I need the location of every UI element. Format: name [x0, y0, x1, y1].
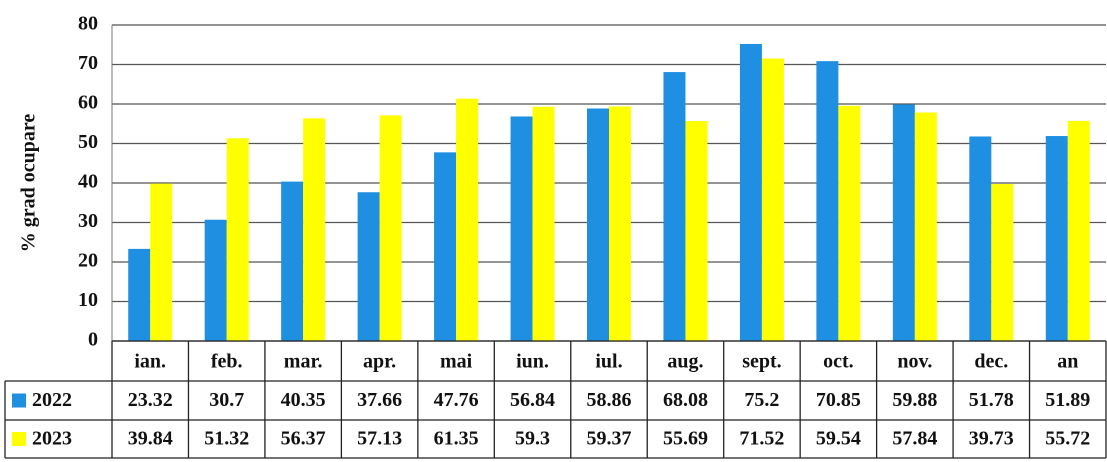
table-value: 55.72: [1045, 428, 1090, 450]
bar: [969, 136, 992, 341]
table-value: 59.37: [587, 428, 632, 450]
bar: [281, 181, 304, 341]
y-tick-label: 80: [78, 13, 98, 35]
legend-swatch: [12, 393, 26, 408]
x-tick-label: aug.: [667, 351, 703, 373]
table-value: 56.84: [510, 389, 555, 411]
table-value: 59.88: [892, 389, 937, 411]
legend-label: 2023: [32, 428, 72, 450]
table-value: 51.78: [969, 389, 1014, 411]
y-tick-label: 20: [78, 250, 98, 272]
table-value: 59.3: [515, 428, 550, 450]
bar: [379, 115, 402, 341]
bar: [1067, 120, 1090, 341]
x-tick-label: mai: [440, 351, 473, 373]
y-tick-label: 10: [78, 289, 98, 311]
table-value: 51.89: [1045, 389, 1090, 411]
bar: [510, 116, 533, 342]
bar: [204, 219, 227, 341]
bar: [150, 183, 173, 341]
table-value: 47.76: [434, 389, 479, 411]
bar: [739, 43, 762, 342]
bar: [663, 72, 686, 342]
legend-swatch: [12, 432, 26, 446]
table-value: 57.13: [357, 428, 402, 450]
table-value: 37.66: [357, 389, 402, 411]
y-tick-label: 60: [78, 92, 98, 114]
x-tick-label: oct.: [823, 351, 854, 373]
bar: [303, 118, 326, 341]
x-tick-label: iul.: [595, 351, 622, 373]
x-tick-label: apr.: [363, 351, 396, 373]
x-tick-label: feb.: [211, 351, 243, 373]
y-tick-label: 50: [78, 131, 98, 153]
bar: [914, 112, 937, 341]
table-value: 55.69: [663, 428, 708, 450]
table-value: 39.73: [969, 428, 1014, 450]
x-tick-label: mar.: [284, 351, 323, 373]
legend-label: 2022: [32, 389, 72, 411]
table-value: 68.08: [663, 389, 708, 411]
table-value: 39.84: [128, 428, 173, 450]
bar: [532, 106, 555, 341]
bar: [128, 248, 151, 341]
bar: [892, 104, 915, 341]
x-tick-label: dec.: [974, 351, 1008, 373]
bar: [685, 121, 708, 341]
y-tick-label: 0: [88, 329, 98, 351]
table-value: 75.2: [744, 389, 779, 411]
y-axis-label: % grad ocupare: [18, 114, 40, 253]
bar: [838, 105, 861, 341]
table-value: 61.35: [434, 428, 479, 450]
table-value: 56.37: [281, 428, 326, 450]
y-tick-label: 40: [78, 171, 98, 193]
bar: [357, 192, 380, 341]
table-value: 23.32: [128, 389, 173, 411]
table-value: 70.85: [816, 389, 861, 411]
table-value: 51.32: [204, 428, 249, 450]
bar: [1045, 136, 1068, 341]
x-tick-label: sept.: [742, 351, 781, 373]
x-tick-label: nov.: [897, 351, 932, 373]
x-tick-label: ian.: [134, 351, 166, 373]
bar: [609, 106, 631, 342]
bar: [456, 98, 479, 341]
x-tick-label: iun.: [516, 351, 549, 373]
table-value: 30.7: [209, 389, 244, 411]
x-tick-label: an: [1057, 351, 1078, 373]
bar: [587, 108, 609, 342]
table-value: 71.52: [739, 428, 784, 450]
y-tick-label: 30: [78, 210, 98, 232]
table-value: 58.86: [587, 389, 632, 411]
table-value: 59.54: [816, 428, 861, 450]
table-value: 40.35: [281, 389, 326, 411]
bar: [816, 61, 839, 341]
table-value: 57.84: [892, 428, 937, 450]
bar: [991, 184, 1014, 341]
bar: [226, 138, 249, 341]
bar: [434, 152, 457, 341]
bar: [761, 58, 784, 341]
y-tick-label: 70: [78, 52, 98, 74]
